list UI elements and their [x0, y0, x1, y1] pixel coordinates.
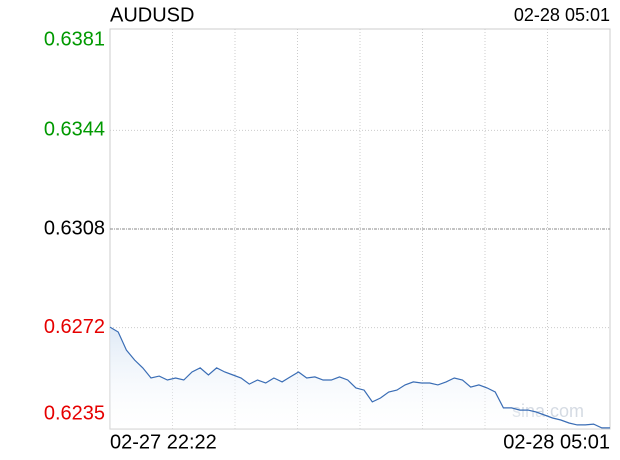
price-line: [109, 326, 610, 429]
y-tick-label: 0.6381: [44, 28, 105, 50]
y-tick-label: 0.6308: [44, 217, 105, 239]
vertical-grid: [172, 29, 548, 429]
chart-title: AUDUSD: [110, 4, 194, 26]
y-tick-label: 0.6235: [44, 402, 105, 424]
price-area: [110, 327, 610, 429]
x-tick-label: 02-27 22:22: [110, 431, 217, 453]
x-tick-label: 02-28 05:01: [503, 431, 610, 453]
y-tick-label: 0.6344: [44, 119, 105, 141]
update-time: 02-28 05:01: [514, 5, 610, 25]
y-tick-label: 0.6272: [44, 316, 105, 338]
